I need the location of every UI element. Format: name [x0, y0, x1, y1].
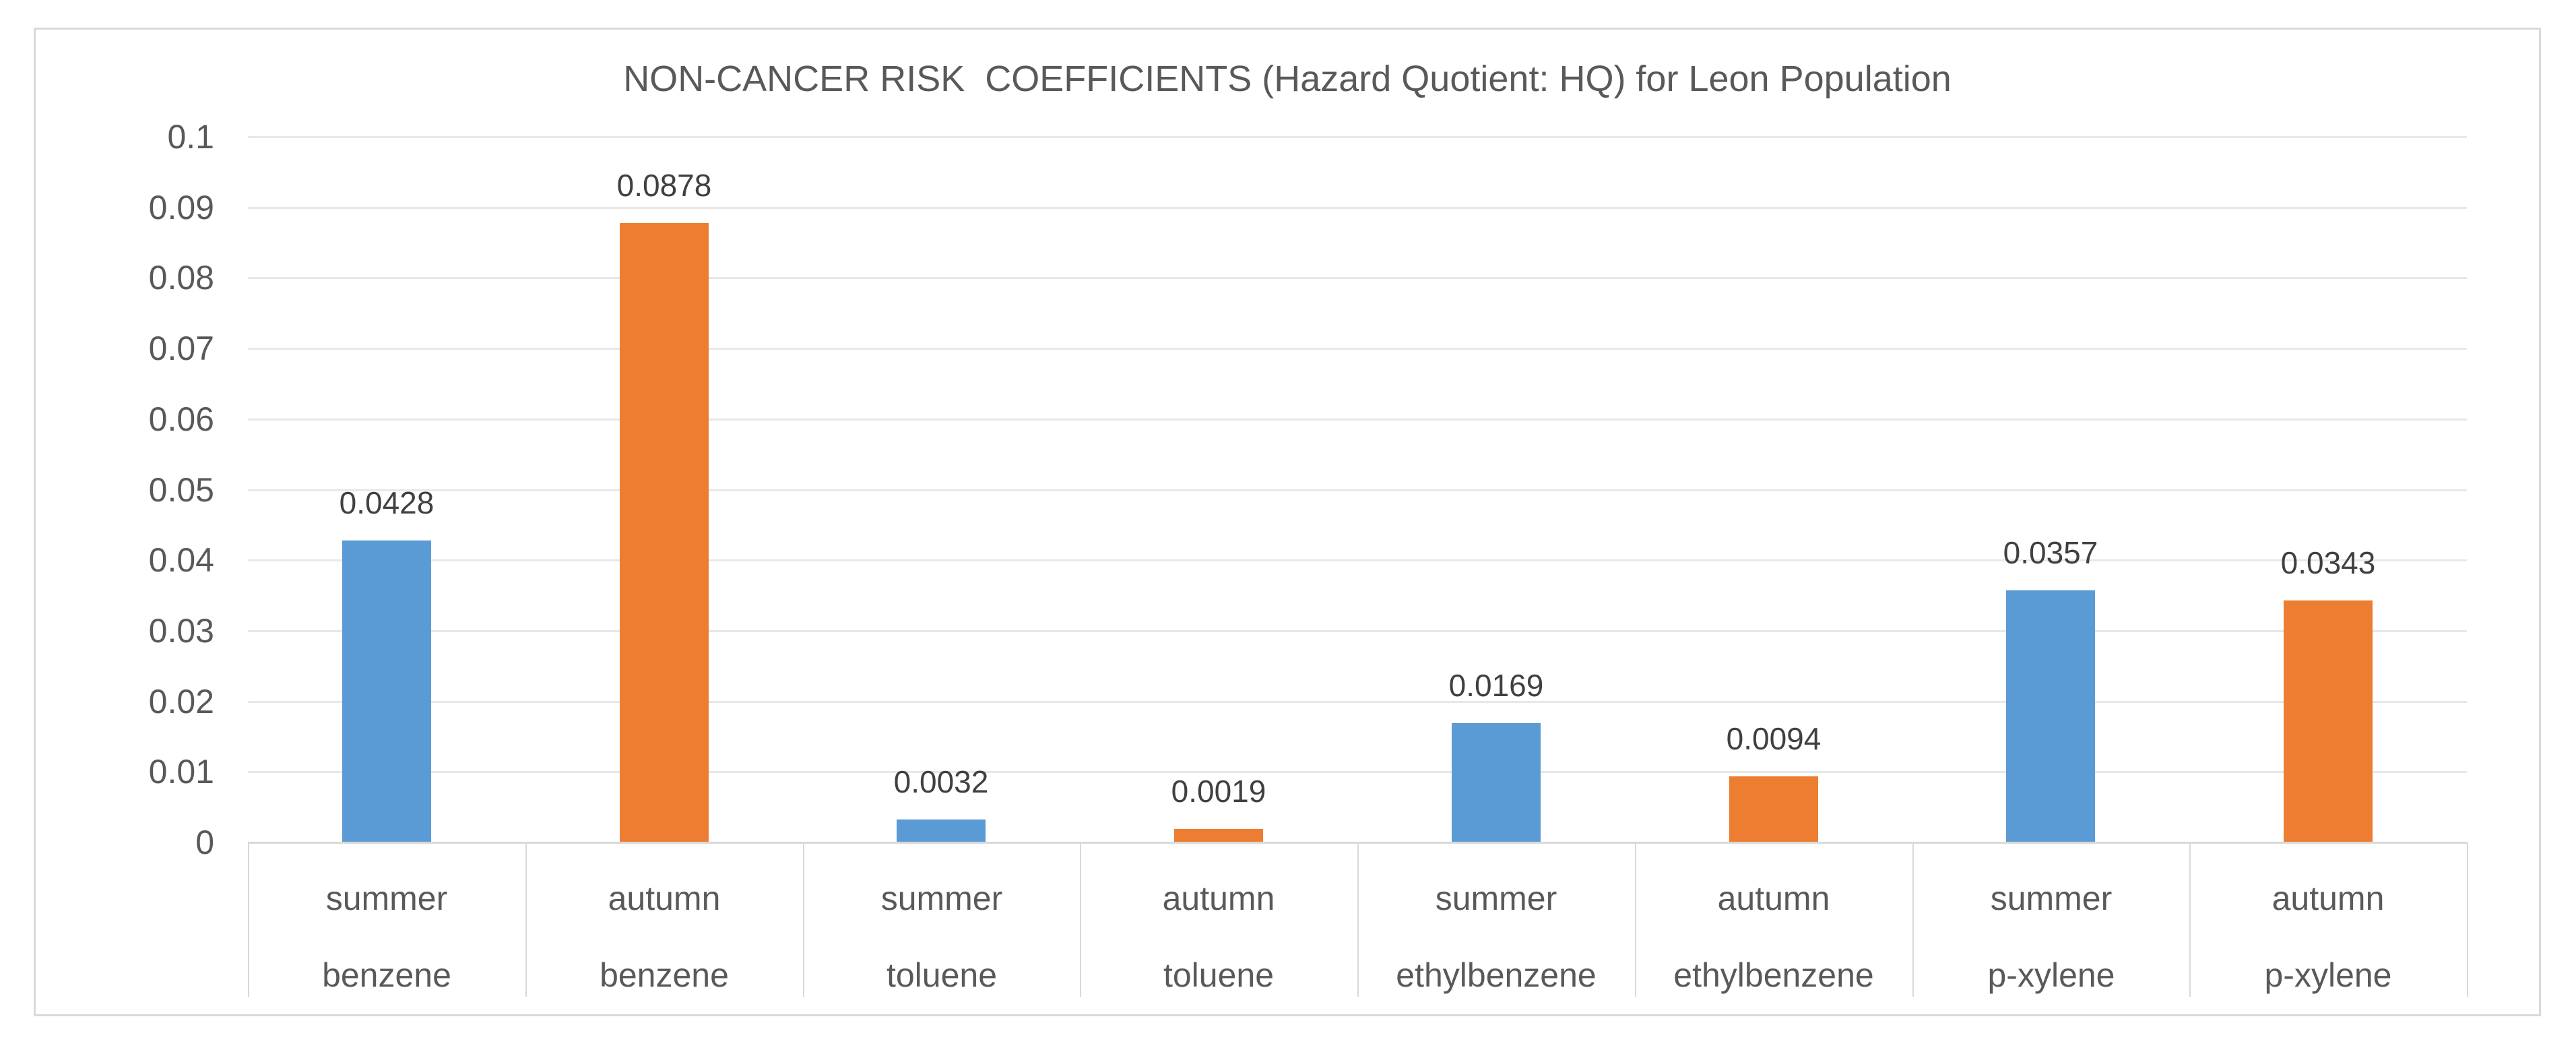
y-axis-tick-label: 0.05: [148, 471, 214, 509]
bar-summer-benzene: [342, 540, 431, 842]
gridline: [248, 630, 2467, 632]
bar-value-label: 0.0343: [2280, 545, 2376, 580]
category-divider: [1080, 842, 1081, 997]
gridline: [248, 771, 2467, 773]
x-axis-season-label: summer: [880, 879, 1003, 917]
gridline: [248, 489, 2467, 491]
chart-title: NON-CANCER RISK COEFFICIENTS (Hazard Quo…: [623, 59, 1952, 99]
chart-frame: [34, 28, 2541, 1016]
gridline: [248, 559, 2467, 561]
category-divider: [1912, 842, 1914, 997]
bar-summer-p-xylene: [2006, 590, 2095, 842]
y-axis-tick-label: 0.02: [148, 683, 214, 720]
x-axis-season-label: summer: [1435, 879, 1557, 917]
x-axis-season-label: summer: [325, 879, 448, 917]
bar-value-label: 0.0032: [893, 764, 989, 799]
gridline: [248, 136, 2467, 138]
x-axis-chemical-label: p-xylene: [1987, 956, 2115, 994]
bar-summer-ethylbenzene: [1452, 723, 1541, 842]
x-axis-chemical-label: ethylbenzene: [1673, 956, 1874, 994]
x-axis-season-label: autumn: [1162, 879, 1275, 917]
gridline: [248, 277, 2467, 279]
category-divider: [1357, 842, 1359, 997]
x-axis-chemical-label: toluene: [886, 956, 998, 994]
gridline: [248, 701, 2467, 703]
bar-autumn-toluene: [1174, 829, 1263, 842]
y-axis-tick-label: 0.09: [148, 189, 214, 226]
y-axis-tick-label: 0.04: [148, 541, 214, 579]
x-axis-season-label: autumn: [2272, 879, 2385, 917]
x-axis-season-label: autumn: [1717, 879, 1830, 917]
category-divider: [803, 842, 804, 997]
gridline: [248, 348, 2467, 350]
x-axis-chemical-label: p-xylene: [2264, 956, 2392, 994]
x-axis-season-label: summer: [1990, 879, 2113, 917]
bar-value-label: 0.0357: [2003, 535, 2098, 570]
category-divider: [2467, 842, 2468, 997]
y-axis-tick-label: 0.06: [148, 400, 214, 438]
x-axis-chemical-label: benzene: [600, 956, 729, 994]
gridline: [248, 419, 2467, 421]
bar-value-label: 0.0169: [1448, 668, 1544, 703]
y-axis-tick-label: 0.1: [167, 118, 214, 156]
bar-summer-toluene: [897, 819, 986, 842]
bar-autumn-benzene: [620, 223, 709, 842]
bar-autumn-ethylbenzene: [1729, 776, 1818, 842]
category-divider: [1635, 842, 1636, 997]
y-axis-tick-label: 0.08: [148, 259, 214, 297]
y-axis-tick-label: 0.01: [148, 753, 214, 791]
bar-value-label: 0.0878: [616, 168, 712, 203]
x-axis-chemical-label: toluene: [1163, 956, 1275, 994]
x-axis-season-label: autumn: [608, 879, 721, 917]
bar-value-label: 0.0019: [1171, 774, 1266, 809]
bar-value-label: 0.0094: [1726, 721, 1822, 756]
bar-autumn-p-xylene: [2284, 600, 2373, 842]
category-divider: [2189, 842, 2191, 997]
category-divider: [525, 842, 527, 997]
bar-value-label: 0.0428: [339, 485, 434, 520]
category-divider: [248, 842, 249, 997]
y-axis-tick-label: 0: [195, 824, 214, 861]
y-axis-tick-label: 0.07: [148, 330, 214, 367]
y-axis-tick-label: 0.03: [148, 612, 214, 650]
gridline: [248, 207, 2467, 209]
x-axis-chemical-label: benzene: [322, 956, 451, 994]
x-axis-chemical-label: ethylbenzene: [1396, 956, 1597, 994]
